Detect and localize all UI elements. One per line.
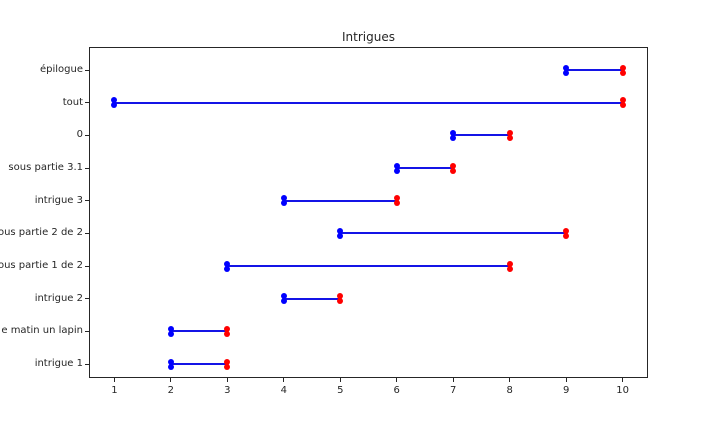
- y-axis-category-label: sous partie 3.1: [8, 162, 83, 173]
- intrigue-segment-line: [283, 297, 341, 300]
- start-point-marker: [167, 363, 174, 370]
- start-point-marker: [111, 97, 118, 104]
- y-axis-category-label: 0: [76, 129, 83, 141]
- x-tick-label: 3: [224, 385, 231, 396]
- start-point-marker: [167, 358, 174, 365]
- x-tick-label: 1: [111, 385, 118, 396]
- start-point-marker: [280, 200, 287, 207]
- y-tick-mark: [85, 200, 89, 202]
- end-point-marker: [450, 162, 457, 169]
- end-point-marker: [619, 102, 626, 109]
- y-axis-category-label: intrigue 3: [34, 194, 83, 206]
- x-tick-mark: [339, 378, 341, 382]
- intrigue-segment-line: [396, 167, 454, 169]
- x-tick-label: 6: [393, 385, 400, 396]
- start-point-marker: [393, 162, 400, 169]
- end-point-marker: [393, 195, 400, 202]
- x-tick-mark: [170, 378, 172, 382]
- intrigue-segment-line: [170, 363, 228, 365]
- start-point-marker: [224, 260, 231, 267]
- end-point-marker: [224, 363, 231, 370]
- start-point-marker: [167, 330, 174, 337]
- end-point-marker: [619, 97, 626, 104]
- end-point-marker: [393, 200, 400, 207]
- start-point-marker: [563, 69, 570, 76]
- x-tick-label: 10: [616, 385, 629, 396]
- y-tick-mark: [85, 330, 89, 332]
- end-point-marker: [506, 134, 513, 141]
- end-point-marker: [619, 64, 626, 71]
- start-point-marker: [280, 293, 287, 300]
- x-tick-label: 7: [450, 385, 457, 396]
- intrigue-segment-line: [566, 69, 623, 71]
- intrigue-segment-line: [114, 101, 623, 104]
- y-tick-mark: [85, 69, 89, 71]
- x-tick-mark: [226, 378, 228, 382]
- x-tick-mark: [509, 378, 511, 382]
- y-tick-mark: [85, 363, 89, 365]
- intrigue-segment-line: [170, 330, 228, 333]
- end-point-marker: [224, 325, 231, 332]
- x-tick-mark: [113, 378, 115, 382]
- y-axis-category-label: e matin un lapin: [1, 325, 83, 337]
- x-tick-mark: [283, 378, 285, 382]
- y-tick-mark: [85, 298, 89, 300]
- x-tick-label: 5: [337, 385, 344, 396]
- y-tick-mark: [85, 265, 89, 267]
- y-tick-mark: [85, 167, 89, 169]
- x-tick-mark: [396, 378, 398, 382]
- end-point-marker: [563, 232, 570, 239]
- x-tick-mark: [565, 378, 567, 382]
- start-point-marker: [111, 102, 118, 109]
- start-point-marker: [450, 134, 457, 141]
- end-point-marker: [337, 293, 344, 300]
- x-tick-label: 8: [506, 385, 513, 396]
- start-point-marker: [337, 227, 344, 234]
- end-point-marker: [619, 69, 626, 76]
- chart-title: Intrigues: [342, 30, 395, 44]
- x-tick-label: 9: [562, 385, 570, 396]
- end-point-marker: [506, 260, 513, 267]
- y-tick-mark: [85, 134, 89, 136]
- x-tick-mark: [452, 378, 454, 382]
- y-axis-category-label: intrigue 2: [34, 292, 83, 304]
- start-point-marker: [280, 195, 287, 202]
- end-point-marker: [224, 358, 231, 365]
- end-point-marker: [506, 129, 513, 136]
- y-axis-category-label: épilogue: [39, 64, 83, 75]
- start-point-marker: [450, 129, 457, 136]
- intrigue-segment-line: [453, 134, 510, 137]
- intrigue-segment-line: [283, 199, 397, 202]
- end-point-marker: [224, 330, 231, 337]
- start-point-marker: [393, 167, 400, 174]
- start-point-marker: [224, 265, 231, 272]
- x-tick-mark: [622, 378, 624, 382]
- y-axis-category-label: intrigue 1: [34, 358, 83, 369]
- y-tick-mark: [85, 102, 89, 104]
- end-point-marker: [563, 227, 570, 234]
- intrigue-segment-line: [340, 232, 567, 235]
- end-point-marker: [337, 298, 344, 305]
- start-point-marker: [563, 64, 570, 71]
- y-axis-category-label: ous partie 2 de 2: [0, 227, 83, 239]
- y-axis-category-label: ous partie 1 de 2: [0, 260, 83, 271]
- x-tick-label: 4: [280, 385, 287, 396]
- start-point-marker: [337, 232, 344, 239]
- intrigue-segment-line: [227, 265, 510, 267]
- y-axis-category-label: tout: [62, 96, 83, 108]
- y-tick-mark: [85, 232, 89, 234]
- start-point-marker: [167, 325, 174, 332]
- end-point-marker: [450, 167, 457, 174]
- end-point-marker: [506, 265, 513, 272]
- start-point-marker: [280, 298, 287, 305]
- x-tick-label: 2: [167, 385, 175, 396]
